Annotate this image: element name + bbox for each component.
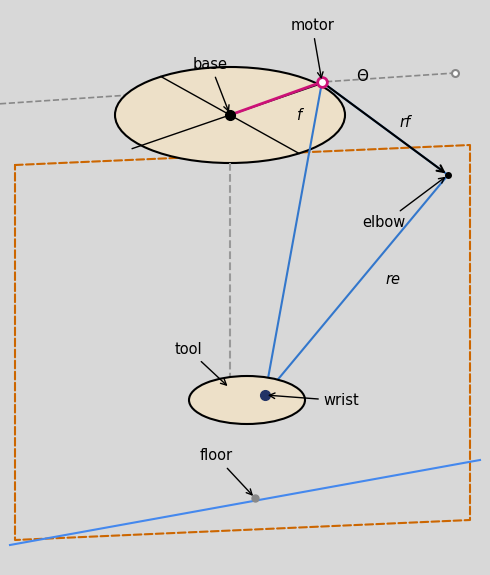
Text: f: f: [297, 108, 302, 123]
Ellipse shape: [189, 376, 305, 424]
Text: wrist: wrist: [270, 393, 360, 408]
Text: elbow: elbow: [363, 178, 444, 230]
Text: rf: rf: [400, 115, 411, 131]
Text: tool: tool: [174, 342, 226, 385]
Text: re: re: [386, 272, 401, 287]
Ellipse shape: [115, 67, 345, 163]
Text: motor: motor: [290, 18, 334, 78]
Text: Θ: Θ: [356, 69, 368, 84]
Text: floor: floor: [199, 448, 252, 495]
Text: base: base: [193, 57, 229, 111]
